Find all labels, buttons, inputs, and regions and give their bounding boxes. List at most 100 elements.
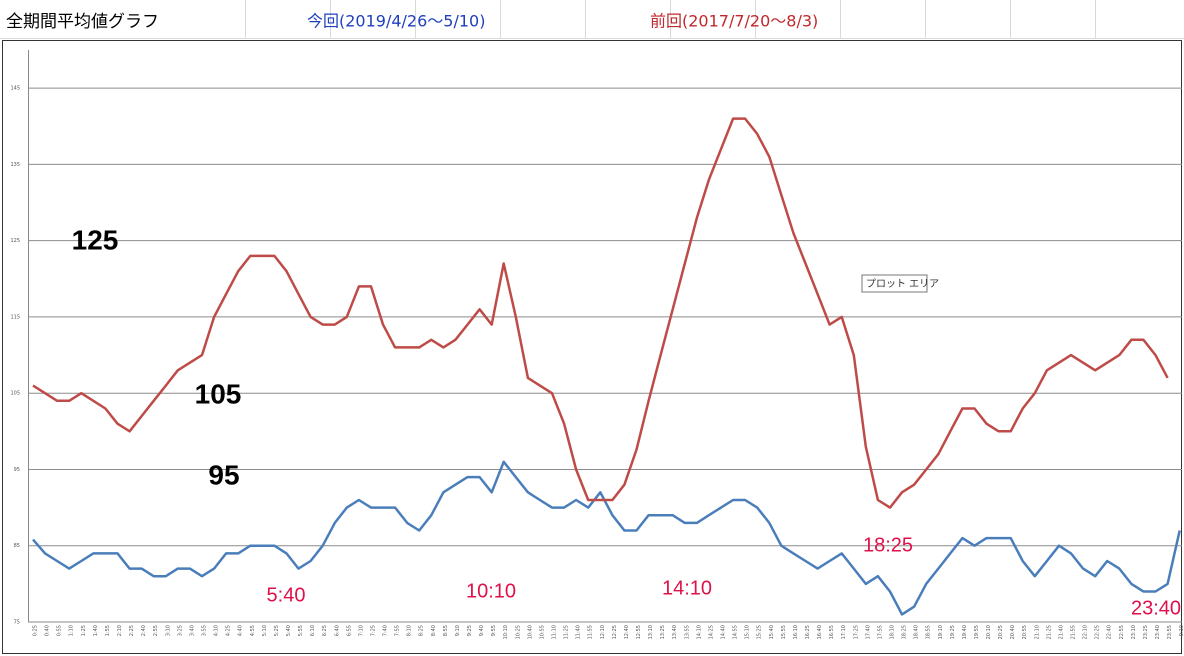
- x-tick-label: 10:25: [515, 625, 521, 639]
- annotation: 125: [72, 224, 119, 255]
- x-tick-label: 20:10: [986, 625, 992, 639]
- x-tick-label: 0:55: [57, 625, 63, 636]
- x-tick-label: 2:55: [153, 625, 159, 636]
- x-tick-label: 4:55: [250, 625, 256, 636]
- x-tick-label: 11:10: [552, 625, 558, 639]
- x-tick-label: 22:40: [1107, 625, 1113, 639]
- x-tick-label: 19:55: [974, 625, 980, 639]
- x-tick-label: 0:40: [45, 625, 51, 636]
- x-tick-label: 15:10: [745, 625, 751, 639]
- x-tick-label: 13:40: [672, 625, 678, 639]
- y-tick-label: 75: [14, 620, 20, 626]
- x-tick-label: 15:40: [769, 625, 775, 639]
- annotation: 95: [208, 459, 239, 490]
- cell-grid: [0, 0, 1184, 39]
- x-tick-label: 6:55: [346, 625, 352, 636]
- x-tick-label: 4:25: [226, 625, 232, 636]
- x-tick-label: 22:10: [1083, 625, 1089, 639]
- x-tick-label: 10:40: [527, 625, 533, 639]
- x-tick-label: 20:55: [1022, 625, 1028, 639]
- y-tick-label: 125: [10, 238, 20, 244]
- x-tick-label: 13:55: [684, 625, 690, 639]
- x-tick-label: 14:55: [733, 625, 739, 639]
- x-tick-label: 1:55: [105, 625, 111, 636]
- x-tick-label: 3:10: [165, 625, 171, 636]
- x-tick-label: 21:25: [1046, 625, 1052, 639]
- x-tick-label: 7:40: [383, 625, 389, 636]
- x-tick-label: 9:10: [455, 625, 461, 636]
- x-tick-label: 17:25: [853, 625, 859, 639]
- x-tick-label: 10:55: [539, 625, 545, 639]
- x-tick-label: 16:25: [805, 625, 811, 639]
- annotation: 10:10: [466, 580, 516, 602]
- x-tick-label: 17:10: [841, 625, 847, 639]
- x-tick-label: 1:40: [93, 625, 99, 636]
- x-tick-label: 4:10: [214, 625, 220, 636]
- x-tick-label: 18:55: [926, 625, 932, 639]
- annotation: 14:10: [662, 577, 712, 599]
- x-tick-label: 21:10: [1034, 625, 1040, 639]
- series-line: [32, 117, 1169, 509]
- x-tick-label: 5:40: [286, 625, 292, 636]
- x-tick-label: 7:25: [370, 625, 376, 636]
- x-tick-label: 11:40: [576, 625, 582, 639]
- x-tick-label: 19:40: [962, 625, 968, 639]
- x-tick-label: 6:25: [322, 625, 328, 636]
- x-tick-label: 11:25: [564, 625, 570, 639]
- x-tick-label: 5:55: [298, 625, 304, 636]
- x-tick-label: 5:10: [262, 625, 268, 636]
- x-tick-label: 2:10: [117, 625, 123, 636]
- annotation: 105: [195, 378, 242, 409]
- x-tick-label: 6:10: [310, 625, 316, 636]
- x-tick-label: 22:55: [1119, 625, 1125, 639]
- y-tick-label: 115: [10, 314, 20, 320]
- x-tick-label: 8:10: [407, 625, 413, 636]
- tooltip-box: [861, 274, 928, 293]
- x-tick-label: 1:10: [69, 625, 75, 636]
- chart-border: [2, 40, 1182, 654]
- x-tick-label: 15:25: [757, 625, 763, 639]
- chart-title: 全期間平均値グラフ: [6, 12, 159, 32]
- x-tick-label: 8:40: [431, 625, 437, 636]
- x-tick-label: 15:55: [781, 625, 787, 639]
- x-tick-label: 13:10: [648, 625, 654, 639]
- x-tick-label: 18:40: [914, 625, 920, 639]
- y-tick-label: 135: [10, 162, 20, 168]
- x-tick-label: 14:10: [696, 625, 702, 639]
- x-tick-label: 16:55: [829, 625, 835, 639]
- y-tick-label: 85: [14, 543, 20, 549]
- x-tick-label: 0:25: [33, 625, 39, 636]
- tooltip: プロット エリア: [866, 278, 939, 290]
- x-tick-label: 20:25: [998, 625, 1004, 639]
- x-tick-label: 7:55: [395, 625, 401, 636]
- x-tick-label: 3:55: [201, 625, 207, 636]
- x-tick-label: 7:10: [358, 625, 364, 636]
- x-tick-label: 21:55: [1071, 625, 1077, 639]
- x-tick-label: 9:40: [479, 625, 485, 636]
- annotation: 18:25: [863, 534, 913, 556]
- x-tick-label: 0:10: [1179, 625, 1184, 636]
- x-tick-label: 16:40: [817, 625, 823, 639]
- x-tick-label: 1:25: [81, 625, 87, 636]
- x-tick-label: 3:40: [189, 625, 195, 636]
- y-tick-label: 145: [10, 86, 20, 92]
- x-tick-label: 9:25: [467, 625, 473, 636]
- x-tick-label: 3:25: [177, 625, 183, 636]
- x-tick-label: 9:55: [491, 625, 497, 636]
- x-tick-label: 6:40: [334, 625, 340, 636]
- x-tick-label: 17:55: [877, 625, 883, 639]
- x-tick-label: 23:25: [1143, 625, 1149, 639]
- x-tick-label: 12:10: [600, 625, 606, 639]
- x-tick-label: 13:25: [660, 625, 666, 639]
- series-line: [32, 460, 1181, 616]
- x-tick-label: 23:40: [1155, 625, 1161, 639]
- legend-current: 今回(2019/4/26～5/10): [307, 12, 485, 31]
- x-tick-label: 19:25: [950, 625, 956, 639]
- legend-previous: 前回(2017/7/20～8/3): [650, 12, 818, 31]
- x-tick-label: 2:25: [129, 625, 135, 636]
- y-tick-label: 95: [14, 467, 20, 473]
- x-tick-label: 12:25: [612, 625, 618, 639]
- x-tick-label: 18:10: [889, 625, 895, 639]
